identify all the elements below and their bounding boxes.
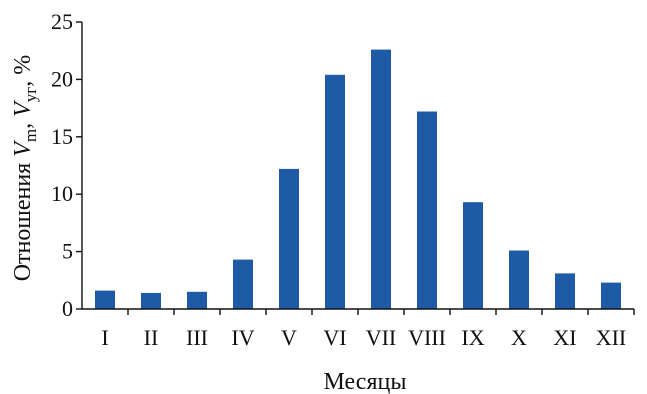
- bars-group: [95, 49, 621, 309]
- bar-VII: [371, 49, 391, 309]
- y-axis-title-sub-2: уг: [21, 87, 40, 103]
- y-tick-label-5: 5: [62, 239, 73, 264]
- y-tick-label-0: 0: [62, 296, 73, 321]
- y-ticks-group: 0 5 10 15 20 25: [51, 9, 82, 321]
- x-tick-label-VII: VII: [366, 325, 397, 350]
- y-axis-title-suffix: , %: [10, 55, 36, 87]
- y-axis-title-var-1: V: [10, 140, 36, 157]
- x-tick-labels-group: I II III IV V VI VII VIII IX X XI XII: [101, 325, 626, 350]
- x-axis-title: Месяцы: [324, 369, 407, 394]
- bar-IV: [233, 259, 253, 309]
- x-tick-label-IX: IX: [461, 325, 484, 350]
- bar-XI: [555, 273, 575, 309]
- x-tick-label-XII: XII: [596, 325, 627, 350]
- x-ticks-group: [127, 309, 635, 315]
- bar-VI: [325, 74, 345, 309]
- bar-XII: [601, 282, 621, 309]
- y-axis-title-prefix: Отношения: [10, 157, 36, 282]
- x-tick-label-XI: XI: [553, 325, 576, 350]
- x-tick-label-X: X: [511, 325, 527, 350]
- bar-X: [509, 250, 529, 309]
- y-tick-label-25: 25: [51, 9, 73, 34]
- bar-V: [279, 168, 299, 309]
- x-tick-label-V: V: [281, 325, 297, 350]
- y-axis-title-var-2: V: [10, 100, 36, 117]
- x-tick-label-VIII: VIII: [408, 325, 446, 350]
- bar-II: [141, 292, 161, 309]
- y-tick-label-20: 20: [51, 66, 73, 91]
- x-tick-label-VI: VI: [323, 325, 346, 350]
- bar-I: [95, 290, 115, 309]
- y-axis-title-sub-1: m: [21, 129, 40, 142]
- x-tick-label-II: II: [144, 325, 159, 350]
- y-axis-title: Отношения Vm, Vуг, %: [10, 55, 40, 282]
- y-tick-label-10: 10: [51, 181, 73, 206]
- x-tick-label-I: I: [101, 325, 108, 350]
- y-tick-label-15: 15: [51, 124, 73, 149]
- y-axis-title-sep: ,: [10, 117, 36, 129]
- bar-IX: [463, 202, 483, 309]
- bar-III: [187, 291, 207, 309]
- x-tick-label-IV: IV: [231, 325, 254, 350]
- bar-VIII: [417, 111, 437, 309]
- x-tick-label-III: III: [186, 325, 208, 350]
